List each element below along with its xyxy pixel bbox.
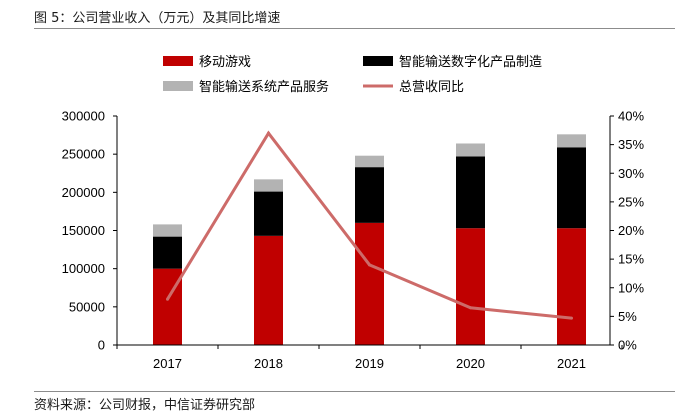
left-tick-label: 200000 xyxy=(62,185,105,200)
right-tick-label: 35% xyxy=(618,137,644,152)
left-tick-label: 250000 xyxy=(62,147,105,162)
left-tick-label: 150000 xyxy=(62,223,105,238)
bar-2019-series-0 xyxy=(355,222,384,345)
right-tick-label: 25% xyxy=(618,194,644,209)
bar-2019-series-1 xyxy=(355,167,384,223)
growth-point-2019 xyxy=(368,263,371,267)
bar-2021-series-0 xyxy=(557,228,586,345)
bar-2018-series-0 xyxy=(254,235,283,345)
bar-2021-series-1 xyxy=(557,147,586,229)
axes-group: 0 50000 100000 150000 200000 250000 300000 0% 5%… xyxy=(62,109,645,372)
growth-point-2017 xyxy=(166,297,169,301)
bar-2020-series-0 xyxy=(456,228,485,345)
right-tick-label: 10% xyxy=(618,280,644,295)
source-divider xyxy=(34,391,675,392)
bar-2017-series-2 xyxy=(153,224,182,237)
left-tick-label: 300000 xyxy=(62,109,105,124)
bar-2020-series-1 xyxy=(456,156,485,229)
x-tick-label-2018: 2018 xyxy=(254,356,283,371)
left-tick-label: 100000 xyxy=(62,261,105,276)
x-tick-label-2019: 2019 xyxy=(355,356,384,371)
left-tick-label: 50000 xyxy=(69,299,105,314)
right-tick-label: 15% xyxy=(618,252,644,267)
legend-swatch-1 xyxy=(363,56,393,66)
right-tick-label: 5% xyxy=(618,309,637,324)
bar-2017-series-1 xyxy=(153,236,182,269)
growth-line-group xyxy=(166,130,573,320)
legend-swatch-0 xyxy=(163,56,193,66)
legend-label-0: 移动游戏 xyxy=(199,55,251,70)
title-divider xyxy=(34,28,675,29)
left-tick-label: 0 xyxy=(98,338,105,353)
growth-point-2021 xyxy=(570,316,573,320)
source-note: 资料来源：公司财报，中信证券研究部 xyxy=(34,398,256,413)
bar-2019-series-2 xyxy=(355,155,384,168)
right-tick-label: 30% xyxy=(618,166,644,181)
bar-2018-series-2 xyxy=(254,179,283,192)
right-tick-label: 20% xyxy=(618,223,644,238)
legend-label-2: 智能输送系统产品服务 xyxy=(199,79,329,95)
growth-point-2020 xyxy=(469,306,472,310)
figure-title: 图 5：公司营业收入（万元）及其同比增速 xyxy=(34,11,281,26)
x-tick-label-2021: 2021 xyxy=(557,356,586,371)
right-tick-label: 40% xyxy=(618,109,644,124)
x-tick-label-2020: 2020 xyxy=(456,356,485,371)
bar-2018-series-1 xyxy=(254,191,283,236)
bar-2020-series-2 xyxy=(456,143,485,157)
legend-label-1: 智能输送数字化产品制造 xyxy=(399,54,542,70)
legend-label-3: 总营收同比 xyxy=(399,80,464,95)
right-tick-label: 0% xyxy=(618,338,637,353)
growth-point-2018 xyxy=(267,131,270,135)
x-tick-label-2017: 2017 xyxy=(153,356,182,371)
bar-2021-series-2 xyxy=(557,134,586,148)
legend-swatch-2 xyxy=(163,81,193,91)
